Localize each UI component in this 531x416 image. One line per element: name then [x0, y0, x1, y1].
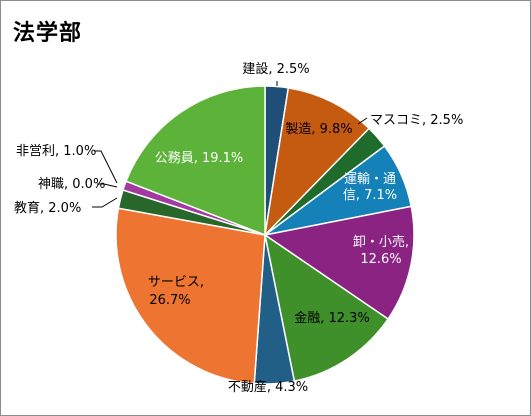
data-label-1: 製造, 9.8% [285, 122, 352, 137]
pie-slice-11 [125, 85, 266, 237]
data-label-9: サービス, [148, 275, 204, 290]
data-label-11: 教育, 2.0% [14, 200, 81, 216]
leader-line-3 [97, 183, 118, 188]
data-label-14: 公務員, 19.1% [155, 151, 244, 166]
pie-slice-4 [263, 205, 415, 321]
pie-slice-5 [263, 233, 390, 382]
data-label-13: 非営利, 1.0% [16, 144, 96, 159]
leader-line-1 [357, 117, 368, 125]
data-label-8: 不動産, 4.3% [228, 379, 308, 395]
pie-slice-7 [115, 207, 266, 385]
data-label-7: 金融, 12.3% [294, 310, 370, 326]
data-label-0: 建設, 2.5% [242, 61, 309, 77]
data-label-6: 12.6% [360, 252, 401, 267]
data-label-12: 神職, 0.0% [38, 177, 105, 192]
chart-title: 法学部 [13, 21, 83, 46]
data-label-3: 運輸・通 [344, 172, 396, 187]
pie-slice-1 [263, 86, 371, 238]
data-label-2: マスコミ, 2.5% [370, 113, 463, 128]
leader-line-4 [92, 197, 118, 208]
leader-line-2 [94, 150, 118, 184]
data-label-5: 卸・小売, [353, 234, 409, 250]
data-label-10: 26.7% [149, 293, 190, 308]
data-label-4: 信, 7.1% [343, 188, 397, 203]
